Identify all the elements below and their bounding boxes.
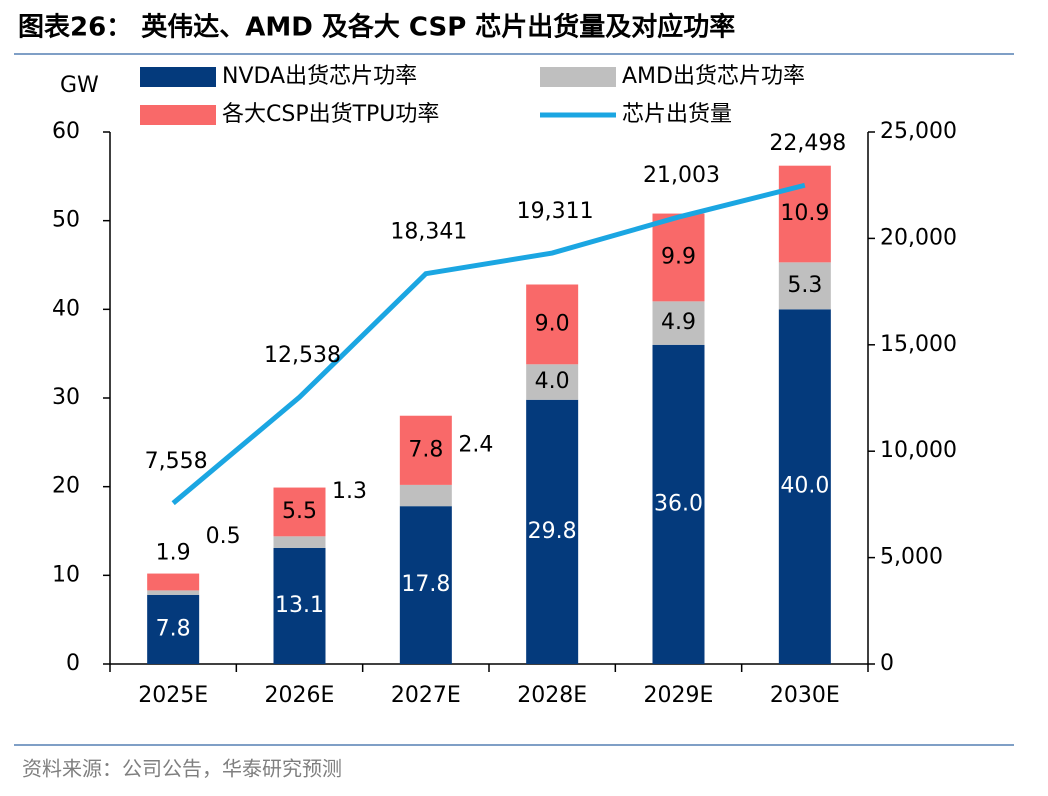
- source: 资料来源：公司公告，华泰研究预测: [22, 757, 342, 781]
- line-series: [171, 182, 806, 506]
- data-label: 0.5: [206, 524, 241, 549]
- legend-label: 芯片出货量: [622, 102, 732, 127]
- chart-title: 图表26： 英伟达、AMD 及各大 CSP 芯片出货量及对应功率: [18, 12, 735, 43]
- data-label: 2.4: [458, 433, 493, 458]
- data-label: 36.0: [654, 491, 703, 516]
- y-tick-label: 20: [52, 474, 80, 499]
- bar-segment: [399, 484, 452, 507]
- bar-segment: [652, 213, 705, 302]
- x-tick-label: 2028E: [517, 683, 587, 708]
- y-axis-label: GW: [60, 73, 99, 98]
- line-label: 22,498: [769, 131, 846, 156]
- bar-segment: [652, 344, 705, 664]
- bar-segment: [273, 487, 326, 537]
- x-tick-label: 2026E: [265, 683, 335, 708]
- bar-segment: [147, 594, 200, 664]
- data-label: 13.1: [275, 593, 324, 618]
- legend-label: NVDA出货芯片功率: [222, 64, 417, 89]
- data-label: 9.9: [661, 244, 696, 269]
- legend-swatch: [540, 67, 616, 87]
- data-label: 40.0: [780, 474, 829, 499]
- x-tick-label: 2025E: [138, 683, 208, 708]
- line-label: 18,341: [390, 220, 467, 245]
- bar-segment: [778, 262, 831, 310]
- x-tick-label: 2030E: [770, 683, 840, 708]
- y2-tick-label: 0: [880, 651, 894, 676]
- bar-segment: [778, 165, 831, 263]
- bar-segment: [778, 309, 831, 664]
- bar-segment: [147, 573, 200, 591]
- y-tick-label: 0: [66, 651, 80, 676]
- line-label: 19,311: [517, 199, 594, 224]
- x-tick-label: 2027E: [391, 683, 461, 708]
- line-label: 7,558: [145, 449, 208, 474]
- data-label: 17.8: [401, 572, 450, 597]
- data-label: 7.8: [408, 437, 443, 462]
- legend-label: 各大CSP出货TPU功率: [222, 102, 439, 127]
- data-label: 4.9: [661, 310, 696, 335]
- y-tick-label: 30: [52, 385, 80, 410]
- y2-tick-label: 25,000: [880, 119, 957, 144]
- data-label: 10.9: [780, 201, 829, 226]
- bar-segment: [273, 536, 326, 548]
- x-tick-label: 2029E: [644, 683, 714, 708]
- bar-segment: [526, 364, 579, 400]
- y2-tick-label: 5,000: [880, 545, 943, 570]
- data-label: 5.5: [282, 499, 317, 524]
- bar-segment: [526, 284, 579, 365]
- data-label: 5.3: [787, 273, 822, 298]
- data-label: 1.9: [156, 541, 191, 566]
- legend-label: AMD出货芯片功率: [622, 64, 805, 89]
- bar-segment: [526, 399, 579, 664]
- bar-segment: [652, 301, 705, 345]
- bar-segment: [399, 415, 452, 485]
- legend-swatch: [140, 105, 216, 125]
- line-label: 12,538: [264, 343, 341, 368]
- data-label: 7.8: [156, 616, 191, 641]
- data-label: 9.0: [535, 311, 570, 336]
- data-label: 29.8: [528, 519, 577, 544]
- data-label: 1.3: [332, 479, 367, 504]
- bar-segment: [147, 590, 200, 595]
- data-label: 4.0: [535, 369, 570, 394]
- y2-tick-label: 10,000: [880, 438, 957, 463]
- bar-segment: [399, 506, 452, 664]
- y-tick-label: 40: [52, 296, 80, 321]
- bar-segment: [273, 547, 326, 664]
- line-label: 21,003: [643, 163, 720, 188]
- y2-tick-label: 15,000: [880, 332, 957, 357]
- y-tick-label: 60: [52, 119, 80, 144]
- legend-swatch: [140, 67, 216, 87]
- y-tick-label: 50: [52, 208, 80, 233]
- y2-tick-label: 20,000: [880, 225, 957, 250]
- y-tick-label: 10: [52, 562, 80, 587]
